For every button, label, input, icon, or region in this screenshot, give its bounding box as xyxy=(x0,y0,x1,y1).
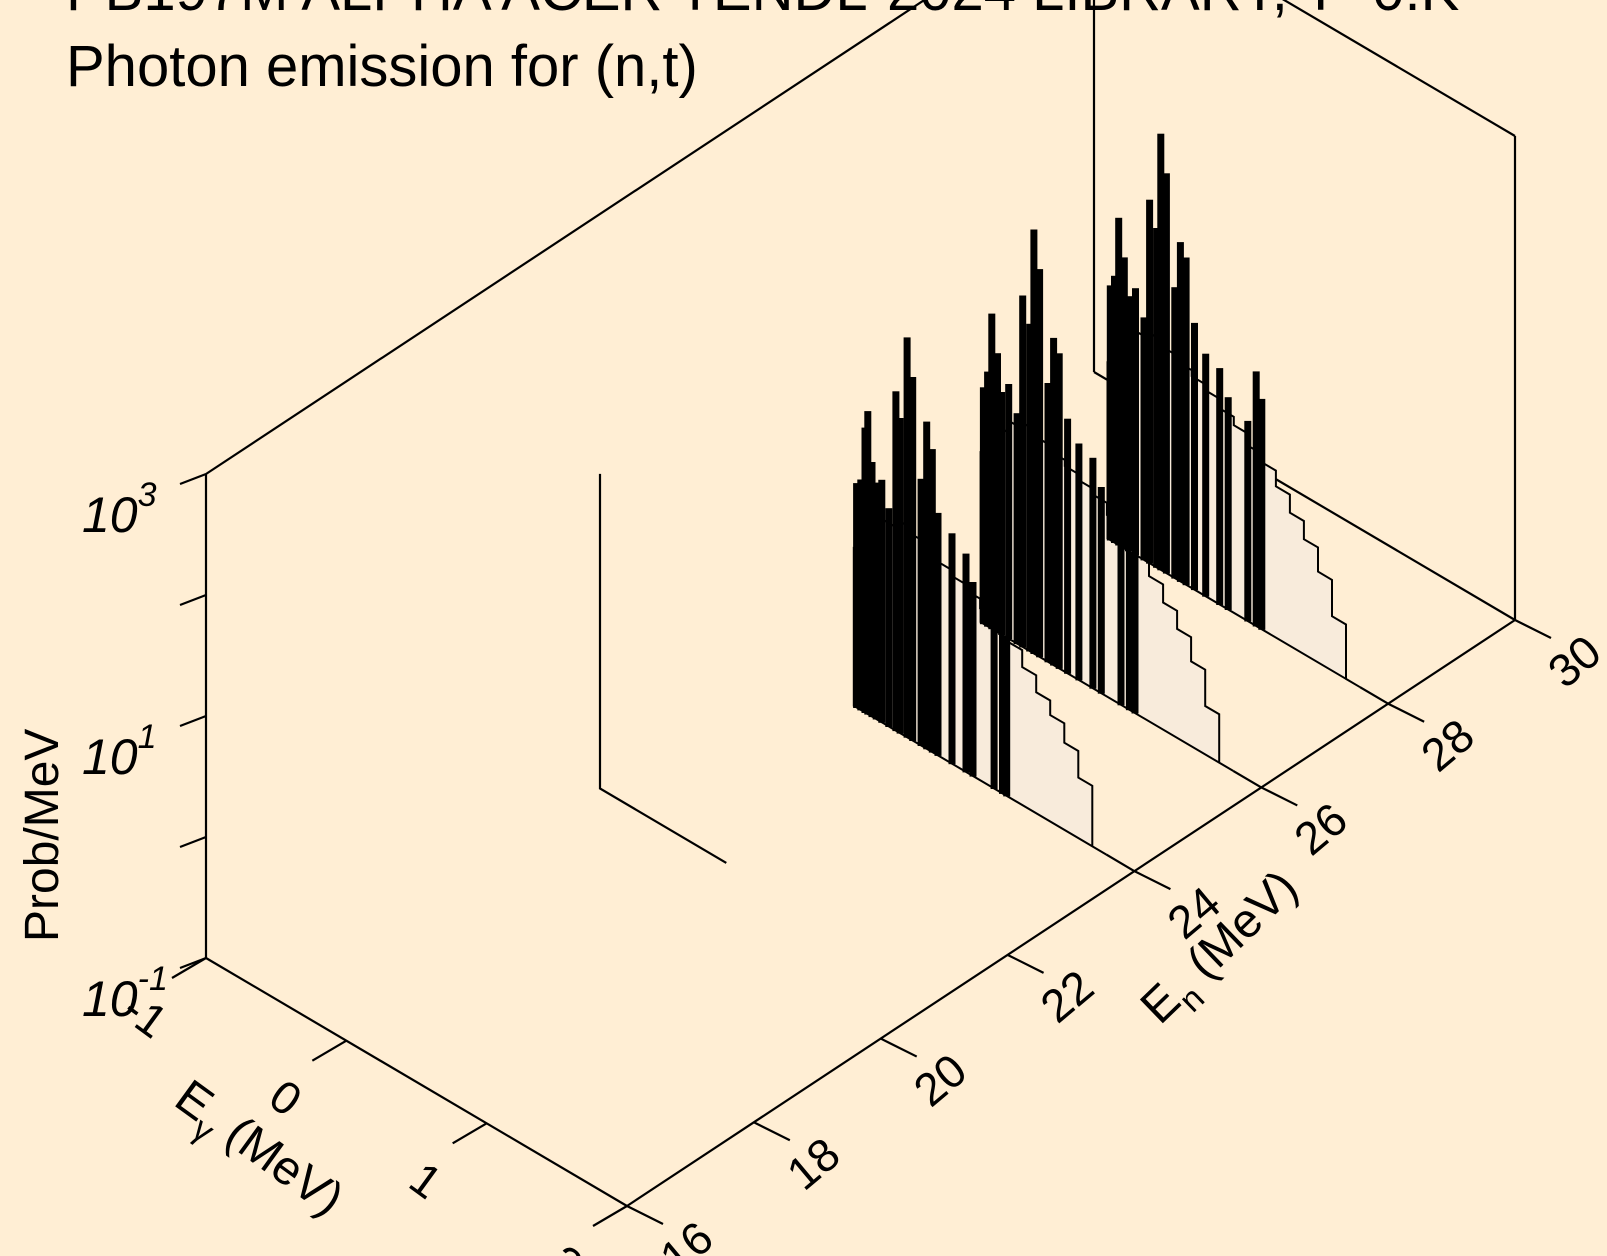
z-tick xyxy=(179,593,207,607)
slice-baseline xyxy=(1105,853,1135,873)
chart-subtitle: Photon emission for (n,t) xyxy=(66,34,698,99)
z-tick-label: 101 xyxy=(82,718,157,785)
gamma-line xyxy=(896,418,904,734)
z-tick-label: 103 xyxy=(82,476,157,543)
gamma-line xyxy=(1252,371,1260,627)
gamma-line xyxy=(1013,413,1021,645)
x-axis-label: Eγ (MeV) xyxy=(159,1070,353,1235)
axis-labels: Prob/MeV Eγ (MeV) En (MeV) xyxy=(16,729,1316,1235)
gamma-line xyxy=(928,449,936,753)
gamma-line xyxy=(1182,257,1190,586)
y-tick xyxy=(1387,702,1425,723)
gamma-line xyxy=(1064,418,1072,674)
gamma-line xyxy=(1075,443,1083,681)
y-tick xyxy=(1133,870,1171,891)
slice-baseline xyxy=(1232,769,1262,789)
y-axis-label: En (MeV) xyxy=(1131,860,1316,1041)
y-tick xyxy=(1514,619,1552,639)
z-tick xyxy=(179,835,207,849)
gamma-line xyxy=(1115,217,1123,546)
gamma-line xyxy=(962,553,970,773)
gamma-line xyxy=(1005,384,1013,640)
gamma-line xyxy=(1055,353,1063,669)
slice-en-26 xyxy=(979,229,1262,789)
gamma-line xyxy=(1030,229,1038,654)
x-tick xyxy=(171,957,207,979)
gamma-line xyxy=(878,479,886,723)
gamma-line xyxy=(909,377,917,741)
slice-en-20 xyxy=(598,473,727,864)
gamma-line xyxy=(885,508,893,728)
y-tick xyxy=(753,1121,791,1142)
y-tick xyxy=(626,1205,664,1225)
gamma-line xyxy=(1097,487,1105,694)
gamma-line xyxy=(1202,353,1210,597)
gamma-line xyxy=(917,478,925,746)
slice-baseline xyxy=(1359,686,1389,705)
gamma-line xyxy=(969,582,977,777)
z-tick xyxy=(179,714,207,728)
gamma-line xyxy=(1019,295,1027,648)
gamma-line xyxy=(1125,296,1132,552)
gamma-line xyxy=(1132,288,1139,556)
gamma-line xyxy=(948,533,956,765)
y-tick xyxy=(880,1037,918,1058)
z-tick xyxy=(179,472,207,486)
x-tick xyxy=(311,1039,347,1062)
x-axis-line xyxy=(205,957,628,1207)
gamma-line xyxy=(1244,420,1252,622)
slice-en-28 xyxy=(1106,133,1389,705)
gamma-line xyxy=(990,606,998,789)
y-tick xyxy=(1260,786,1298,807)
back-top-edge xyxy=(205,0,927,475)
gamma-line xyxy=(1146,199,1154,564)
z-tick-label: 10-1 xyxy=(82,960,168,1027)
gamma-line xyxy=(1176,242,1184,582)
gamma-line xyxy=(903,337,911,738)
x-tick xyxy=(452,1122,488,1145)
gamma-line xyxy=(1224,397,1232,611)
gamma-line xyxy=(1191,322,1198,591)
back-top-right-edge xyxy=(1281,0,1516,137)
x-tick-label: 2 xyxy=(541,1234,592,1256)
z-axis-label: Prob/MeV xyxy=(16,729,69,942)
y-axis-line xyxy=(626,619,1516,1207)
gamma-line xyxy=(998,392,1006,635)
y-tick xyxy=(1007,953,1045,974)
x-tick-label: 0 xyxy=(260,1069,311,1126)
x-tick-label: 1 xyxy=(400,1152,451,1209)
gamma-line xyxy=(988,313,996,630)
gamma-line xyxy=(1258,398,1266,630)
spectrum-slices xyxy=(598,133,1389,873)
x-tick xyxy=(592,1205,628,1227)
gamma-line xyxy=(934,512,942,756)
gamma-line xyxy=(1089,457,1097,689)
chart-title: PB197M ALPHA ACER TENDL-2024 LIBRARY, T=… xyxy=(66,0,1460,23)
slice-curve xyxy=(598,473,727,864)
gamma-line xyxy=(1216,368,1224,605)
y-tick-label: 16 xyxy=(650,1211,723,1256)
gamma-line xyxy=(1036,269,1044,658)
gamma-line xyxy=(1162,173,1170,574)
